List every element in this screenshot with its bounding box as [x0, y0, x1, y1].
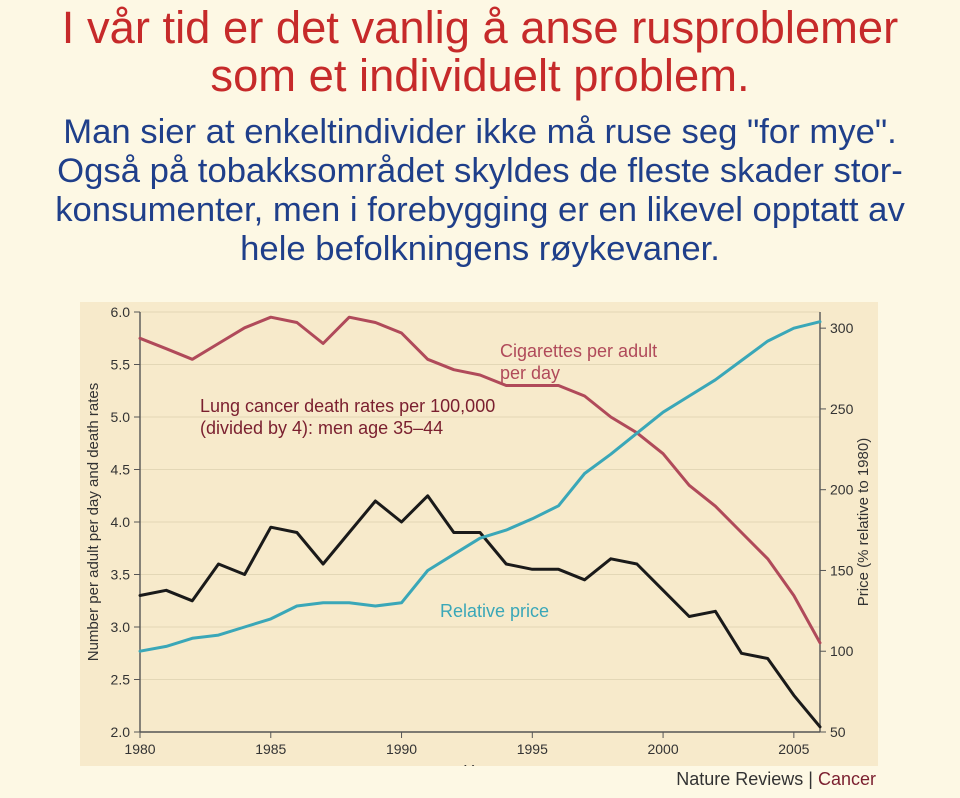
publication-credit: Nature Reviews | Cancer: [676, 769, 876, 790]
y-left-axis-label: Number per adult per day and death rates: [85, 383, 102, 662]
para-line2: Også på tobakksområdet skyldes de fleste…: [57, 152, 903, 190]
headline: I vår tid er det vanlig å anse rusproble…: [20, 4, 940, 99]
y-left-tick-label: 2.0: [111, 724, 131, 740]
x-tick-label: 1990: [386, 741, 417, 757]
x-tick-label: 2000: [647, 741, 678, 757]
paragraph: Man sier at enkeltindivider ikke må ruse…: [30, 113, 930, 268]
label-cigarettes-l2: per day: [500, 363, 560, 383]
y-right-tick-label: 300: [830, 320, 854, 336]
para-line4: hele befolkningens røykevaner.: [240, 230, 720, 268]
label-relative-price: Relative price: [440, 601, 549, 621]
x-tick-label: 1985: [255, 741, 286, 757]
y-left-tick-label: 5.0: [111, 409, 131, 425]
headline-line2: som et individuelt problem.: [20, 52, 940, 100]
label-lungcancer-l1: Lung cancer death rates per 100,000: [200, 396, 495, 416]
y-left-tick-label: 6.0: [111, 304, 131, 320]
label-lungcancer-l2: (divided by 4): men age 35–44: [200, 418, 443, 438]
y-right-tick-label: 250: [830, 401, 854, 417]
label-cigarettes-l1: Cigarettes per adult: [500, 341, 657, 361]
x-axis-label: Year: [464, 763, 497, 766]
credit-text: Nature Reviews: [676, 769, 803, 789]
y-left-tick-label: 4.0: [111, 514, 131, 530]
credit-brand: Cancer: [818, 769, 876, 789]
x-tick-label: 2005: [778, 741, 809, 757]
x-tick-label: 1980: [124, 741, 155, 757]
y-right-tick-label: 150: [830, 562, 854, 578]
para-line1: Man sier at enkeltindivider ikke må ruse…: [63, 113, 897, 151]
y-left-tick-label: 2.5: [111, 672, 131, 688]
y-right-tick-label: 50: [830, 724, 846, 740]
y-right-axis-label: Price (% relative to 1980): [855, 438, 872, 606]
y-left-tick-label: 4.5: [111, 462, 131, 478]
chart: 1980 1985 1990 1995 2000 2005 Year 2.0 2.5 3.0 3.5…: [80, 302, 878, 766]
y-left-tick-label: 3.0: [111, 619, 131, 635]
y-left-tick-label: 5.5: [111, 357, 131, 373]
y-right-tick-label: 200: [830, 482, 854, 498]
credit-separator: |: [808, 769, 818, 789]
chart-svg: 1980 1985 1990 1995 2000 2005 Year 2.0 2.5 3.0 3.5…: [80, 302, 878, 766]
y-right-tick-label: 100: [830, 643, 854, 659]
para-line3: konsumenter, men i forebygging er en lik…: [55, 191, 905, 229]
headline-line1: I vår tid er det vanlig å anse rusproble…: [20, 4, 940, 52]
x-tick-label: 1995: [517, 741, 548, 757]
y-left-tick-label: 3.5: [111, 567, 131, 583]
